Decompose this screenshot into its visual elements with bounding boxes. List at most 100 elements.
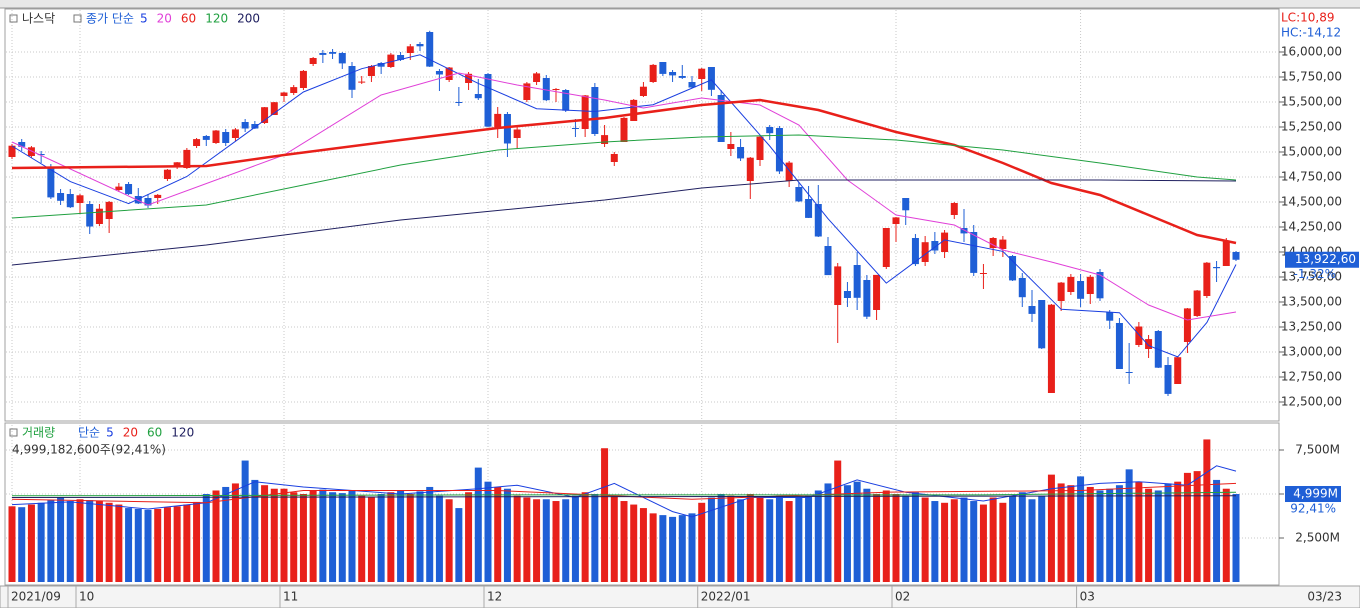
candle-body	[1135, 326, 1143, 345]
candle-body	[775, 128, 783, 172]
candle-body	[601, 135, 609, 144]
volume-bar	[329, 492, 337, 582]
volume-bar	[202, 493, 210, 582]
volume-bar	[523, 497, 531, 582]
candle-body	[892, 217, 900, 224]
candle-body	[950, 203, 958, 215]
candle-body	[843, 291, 851, 298]
volume-bar	[1096, 490, 1104, 582]
x-tick-label: 02	[895, 590, 910, 604]
volume-bar	[581, 492, 589, 582]
candle-body	[319, 53, 327, 55]
y-tick-label: 13,250,00	[1281, 320, 1342, 334]
candle-body	[659, 62, 667, 74]
volume-bar	[66, 501, 74, 582]
volume-bar	[931, 501, 939, 582]
volume-bar	[1115, 485, 1123, 582]
candle-body	[455, 102, 463, 103]
volume-bar	[173, 506, 181, 582]
volume-bar	[620, 501, 628, 582]
candle-body	[523, 83, 531, 100]
candle-body	[134, 196, 142, 204]
volume-bar	[503, 488, 511, 582]
volume-bar	[911, 492, 919, 582]
volume-bar	[727, 495, 735, 582]
volume-bar	[717, 493, 725, 582]
volume-bar	[76, 499, 84, 582]
candle-body	[377, 63, 385, 67]
volume-bar	[1164, 483, 1172, 582]
candle-body	[154, 194, 162, 198]
volume-bar	[639, 508, 647, 582]
volume-bar	[1028, 499, 1036, 582]
candle-body	[1009, 256, 1017, 281]
candle-body	[57, 193, 65, 201]
candle-body	[338, 53, 346, 64]
volume-bar	[183, 504, 191, 582]
y-tick-label: 7,500M	[1295, 442, 1340, 456]
volume-bar	[455, 508, 463, 582]
candle-body	[406, 46, 414, 53]
legend-entry: 120	[205, 12, 228, 26]
volume-bar	[445, 499, 453, 582]
volume-bar	[338, 493, 346, 582]
candle-body	[746, 157, 754, 181]
x-tick-label: 2022/01	[701, 590, 751, 604]
volume-bar	[1222, 488, 1230, 582]
volume-bar	[834, 460, 842, 582]
candle-body	[1164, 365, 1172, 394]
y-tick-label: 16,000,00	[1281, 45, 1342, 59]
candle-body	[8, 145, 16, 157]
volume-bar	[1057, 483, 1065, 582]
candle-body	[911, 238, 919, 265]
volume-bar	[766, 499, 774, 582]
candle-body	[261, 107, 269, 123]
candle-body	[620, 117, 628, 142]
volume-bar	[785, 501, 793, 582]
volume-bar	[280, 488, 288, 582]
candle-body	[756, 136, 764, 160]
candle-body	[814, 204, 822, 237]
moving-average-line	[11, 179, 1237, 266]
candle-body	[280, 92, 288, 96]
y-tick-label: 13,750,00	[1281, 270, 1342, 284]
candle-body	[931, 241, 939, 251]
volume-bar	[1009, 495, 1017, 582]
volume-bar	[873, 493, 881, 582]
volume-bar	[290, 492, 298, 582]
x-axis-strip	[0, 585, 1360, 608]
candle-body	[426, 32, 434, 67]
candle-body	[649, 64, 657, 82]
volume-bar	[853, 481, 861, 582]
candle-body	[367, 66, 375, 76]
volume-bar	[795, 497, 803, 582]
volume-bar	[805, 495, 813, 582]
candle-body	[1106, 312, 1114, 321]
candle-body	[542, 78, 550, 101]
candle-body	[785, 162, 793, 181]
volume-bar	[1174, 481, 1182, 582]
candle-body	[1213, 267, 1221, 269]
volume-bar	[1086, 486, 1094, 582]
candle-body	[47, 167, 55, 198]
x-tick-label: 12	[487, 590, 502, 604]
candle-body	[630, 99, 638, 121]
candle-body	[805, 199, 813, 218]
volume-bar	[474, 467, 482, 582]
candle-body	[707, 67, 715, 90]
candle-body	[125, 184, 133, 195]
moving-average-line	[11, 54, 1237, 358]
candle-body	[115, 186, 123, 190]
candle-body	[853, 265, 861, 298]
ma-legend-label: 종가 단순	[86, 12, 134, 26]
volume-bar	[921, 497, 929, 582]
volume-bar	[571, 495, 579, 582]
candle-body	[1067, 276, 1075, 292]
panel-icon	[9, 428, 18, 437]
volume-bar	[1145, 488, 1153, 582]
candle-body	[688, 82, 696, 88]
candle-body	[329, 52, 337, 54]
candle-body	[698, 68, 706, 79]
candle-body	[639, 86, 647, 96]
volume-bar	[1038, 495, 1046, 582]
